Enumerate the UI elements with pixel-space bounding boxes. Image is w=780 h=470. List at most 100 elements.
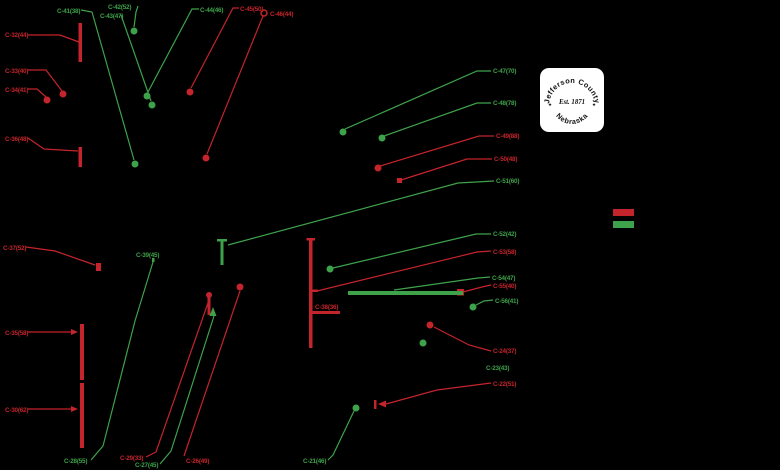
bridge-label: C-26(49) [186, 458, 209, 465]
leader-line [145, 299, 210, 458]
leader-line [383, 102, 491, 137]
arrowhead-right [71, 406, 78, 412]
bridge-dot-marker [469, 303, 477, 311]
bridge-label: C-51(60) [496, 178, 519, 185]
arrowhead-right [71, 329, 78, 335]
bridge-label: C-23(43) [486, 365, 509, 372]
bridge-dot-marker [148, 101, 156, 109]
bridge-tick-marker [152, 258, 155, 262]
bridge-label: C-42(52) [108, 4, 131, 11]
bridge-label: C-46(44) [270, 11, 293, 18]
bridge-label: C-24(37) [493, 348, 516, 355]
leader-line [80, 9, 135, 161]
bridge-dot-marker [202, 154, 210, 162]
bridge-label: C-34(41) [5, 87, 28, 94]
road-segment-cap [217, 239, 227, 242]
bridge-label: C-29(33) [120, 455, 143, 462]
road-segment-cap [306, 238, 315, 241]
leader-line [190, 7, 239, 89]
arrowhead-left [378, 400, 386, 408]
leader-line [159, 315, 215, 465]
bridge-label: C-39(45) [136, 252, 159, 259]
legend-green-swatch [613, 221, 634, 228]
leader-line [206, 15, 264, 155]
bridge-label: C-52(42) [493, 231, 516, 238]
leader-line [379, 135, 494, 167]
bridge-dot-marker [143, 92, 151, 100]
leader-line [90, 261, 154, 461]
bridge-label: C-36(48) [5, 136, 28, 143]
leader-line [462, 284, 492, 293]
leader-line [385, 382, 492, 405]
bridge-label: C-44(46) [200, 7, 223, 14]
leader-line [344, 70, 491, 130]
bridge-label: C-47(70) [493, 68, 516, 75]
bridge-label: C-54(47) [492, 275, 515, 282]
bridge-label: C-43(47) [100, 13, 123, 20]
bridge-label: C-55(40) [493, 283, 516, 290]
road-segment-stub [309, 289, 318, 292]
road-segment-bar [80, 324, 84, 380]
seal-star-right: ★ [592, 102, 597, 107]
road-segment-bar [78, 23, 82, 62]
leader-line [27, 137, 79, 152]
leader-line [183, 290, 241, 457]
seal-established-text: Est. 1871 [558, 99, 585, 106]
bridge-ring-marker [260, 9, 268, 17]
leader-line [28, 69, 63, 92]
bridge-label: C-45(50) [240, 6, 263, 13]
bridge-dot-marker [419, 339, 427, 347]
seal-background [540, 68, 604, 132]
bridge-dot-marker [59, 90, 67, 98]
bridge-label: C-41(38) [57, 8, 80, 15]
bridge-label: C-49(88) [496, 133, 519, 140]
bridge-label: C-21(46) [303, 458, 326, 465]
leader-line [433, 326, 492, 352]
bridge-label: C-28(55) [64, 458, 87, 465]
leader-line [393, 276, 491, 291]
leader-line [400, 158, 492, 181]
leader-line [147, 8, 199, 93]
bridge-label: C-53(58) [493, 249, 516, 256]
bridge-dot-marker [374, 164, 382, 172]
bridge-dot-marker [130, 27, 138, 35]
bridge-label: C-32(44) [5, 32, 28, 39]
legend-red-swatch [613, 209, 634, 216]
road-segment-arm [309, 311, 340, 314]
bridge-label: C-33(40) [5, 68, 28, 75]
bridge-dot-marker [131, 160, 139, 168]
leader-line [28, 34, 80, 43]
leader-line [133, 5, 139, 28]
road-segment-bar [78, 147, 82, 167]
bridge-dot-marker [43, 96, 51, 104]
leader-line [327, 410, 355, 461]
county-seal: Jefferson County Nebraska Est. 1871 ★ ★ [540, 68, 604, 132]
bridge-label: C-38(36) [315, 304, 338, 311]
bridge-dot-marker [236, 283, 244, 291]
bridge-dot-marker [339, 128, 347, 136]
bridge-dot-marker [326, 265, 334, 273]
leader-line [28, 88, 47, 98]
road-segment-bar [348, 291, 463, 295]
bridge-label: C-30(62) [5, 407, 28, 414]
leader-line [332, 233, 491, 269]
leader-line [475, 299, 494, 306]
bridge-label: C-22(51) [493, 381, 516, 388]
bridge-square-marker [397, 178, 402, 183]
seal-star-left: ★ [548, 102, 553, 107]
leader-line [25, 246, 96, 266]
bridge-square-marker [96, 263, 101, 271]
road-segment-bar [80, 383, 84, 448]
bridge-label: C-27(45) [135, 462, 158, 469]
leader-line [227, 180, 495, 246]
bridge-dot-marker [426, 321, 434, 329]
bridge-dot-marker [378, 134, 386, 142]
seal-bottom-text: Nebraska [554, 111, 590, 126]
bridge-label: C-37(52) [3, 245, 26, 252]
road-segment-bar [207, 297, 211, 315]
bridge-label: C-35(58) [5, 330, 28, 337]
leader-line [316, 250, 492, 292]
bridge-dot-marker [352, 404, 360, 412]
